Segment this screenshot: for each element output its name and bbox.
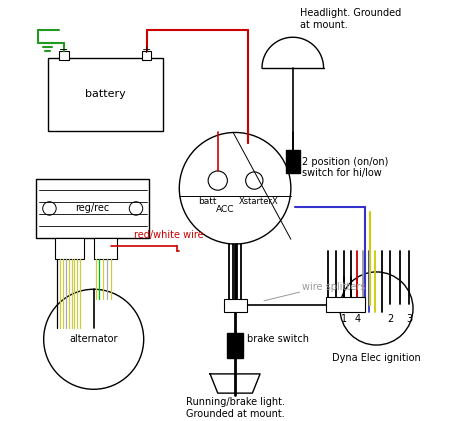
Text: ACC: ACC — [216, 205, 234, 214]
Bar — [142, 51, 151, 60]
Bar — [36, 179, 149, 238]
Text: Running/brake light.
Grounded at mount.: Running/brake light. Grounded at mount. — [186, 397, 284, 418]
Text: red/white wire: red/white wire — [134, 230, 204, 240]
Bar — [47, 59, 163, 131]
Bar — [228, 333, 243, 357]
Circle shape — [340, 272, 413, 345]
Text: 2 position (on/on)
switch for hi/low: 2 position (on/on) switch for hi/low — [302, 157, 389, 178]
Circle shape — [208, 171, 228, 190]
Text: 2: 2 — [387, 314, 393, 324]
Text: −: − — [59, 45, 68, 55]
Bar — [224, 299, 246, 312]
Text: 3: 3 — [406, 314, 412, 324]
Circle shape — [246, 172, 263, 189]
Circle shape — [129, 202, 143, 215]
Bar — [55, 238, 84, 259]
Text: battery: battery — [85, 89, 126, 99]
Circle shape — [44, 289, 144, 389]
Bar — [286, 150, 300, 173]
Text: 1: 1 — [341, 314, 347, 324]
Bar — [59, 51, 69, 60]
Bar — [327, 297, 365, 312]
Text: wire splitters: wire splitters — [302, 282, 366, 292]
Text: batt: batt — [199, 197, 217, 206]
Text: Headlight. Grounded
at mount.: Headlight. Grounded at mount. — [301, 8, 402, 30]
Circle shape — [43, 202, 56, 215]
Text: +: + — [142, 45, 151, 55]
Text: reg/rec: reg/rec — [75, 203, 110, 213]
Text: XstarterX: XstarterX — [239, 197, 279, 206]
Text: alternator: alternator — [69, 334, 118, 344]
Text: 4: 4 — [354, 314, 360, 324]
Circle shape — [179, 133, 291, 244]
Text: Dyna Elec ignition: Dyna Elec ignition — [332, 353, 421, 363]
Bar — [94, 238, 117, 259]
Text: brake switch: brake switch — [246, 334, 309, 344]
